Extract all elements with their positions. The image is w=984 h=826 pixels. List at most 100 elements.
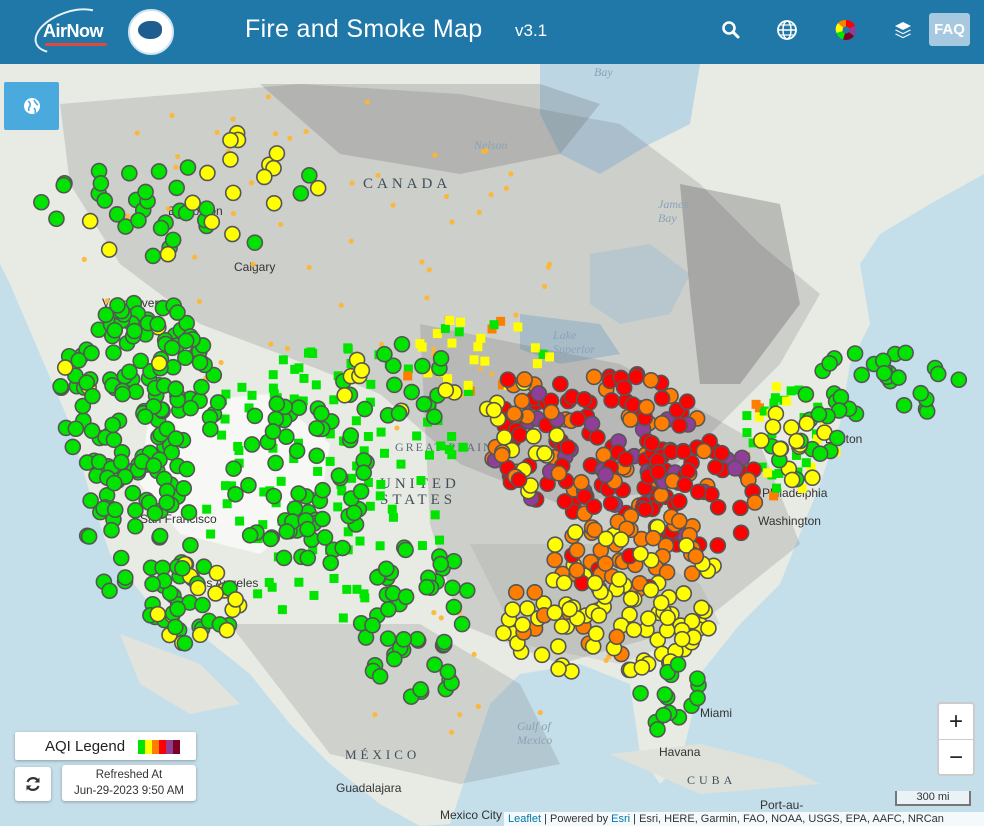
sensor-marker[interactable] — [806, 462, 816, 472]
monitor-marker[interactable] — [771, 440, 789, 458]
monitor-marker[interactable] — [414, 357, 431, 375]
monitor-marker[interactable] — [510, 471, 528, 489]
sensor-marker[interactable] — [363, 478, 373, 488]
monitor-marker[interactable] — [56, 359, 74, 376]
monitor-marker[interactable] — [225, 460, 242, 477]
monitor-marker[interactable] — [145, 457, 163, 474]
monitor-marker[interactable] — [418, 578, 435, 596]
monitor-marker[interactable] — [167, 380, 185, 398]
sensor-marker[interactable] — [454, 327, 464, 337]
monitor-marker[interactable] — [150, 354, 168, 372]
refresh-button[interactable] — [15, 767, 51, 801]
monitor-marker[interactable] — [732, 524, 750, 542]
monitor-marker[interactable] — [567, 523, 584, 541]
monitor-marker[interactable] — [124, 484, 142, 502]
monitor-marker[interactable] — [746, 494, 764, 511]
sensor-marker[interactable] — [220, 481, 230, 491]
monitor-marker[interactable] — [632, 684, 649, 702]
sensor-marker[interactable] — [530, 343, 540, 353]
monitor-marker[interactable] — [659, 609, 676, 627]
sensor-marker[interactable] — [423, 417, 433, 427]
monitor-marker[interactable] — [713, 444, 731, 462]
monitor-marker[interactable] — [264, 423, 282, 440]
monitor-marker[interactable] — [202, 420, 219, 438]
layers-icon[interactable] — [890, 17, 916, 43]
monitor-marker[interactable] — [116, 569, 134, 586]
monitor-marker[interactable] — [64, 438, 82, 456]
monitor-marker[interactable] — [689, 670, 706, 687]
monitor-marker[interactable] — [397, 588, 415, 606]
esri-link[interactable]: Esri — [611, 813, 631, 825]
monitor-marker[interactable] — [159, 245, 177, 263]
monitor-marker[interactable] — [169, 304, 186, 321]
monitor-marker[interactable] — [671, 417, 688, 434]
monitor-marker[interactable] — [583, 415, 601, 433]
sensor-marker[interactable] — [365, 501, 375, 511]
monitor-marker[interactable] — [912, 384, 930, 402]
sensor-marker[interactable] — [423, 368, 433, 378]
sensor-marker[interactable] — [375, 491, 385, 501]
monitor-marker[interactable] — [553, 618, 571, 635]
sensor-marker[interactable] — [313, 466, 323, 476]
monitor-marker[interactable] — [797, 386, 815, 403]
monitor-marker[interactable] — [587, 625, 605, 642]
sensor-marker[interactable] — [458, 442, 468, 452]
monitor-marker[interactable] — [679, 462, 697, 480]
monitor-marker[interactable] — [105, 344, 122, 361]
monitor-marker[interactable] — [240, 476, 257, 494]
monitor-marker[interactable] — [314, 510, 331, 528]
sensor-marker[interactable] — [235, 516, 245, 526]
monitor-marker[interactable] — [505, 405, 523, 423]
monitor-marker[interactable] — [950, 371, 968, 389]
monitor-marker[interactable] — [426, 408, 443, 425]
monitor-marker[interactable] — [121, 164, 138, 182]
monitor-marker[interactable] — [709, 537, 727, 554]
monitor-marker[interactable] — [312, 405, 330, 422]
monitor-marker[interactable] — [810, 405, 828, 423]
sensor-marker[interactable] — [342, 584, 352, 594]
monitor-marker[interactable] — [426, 656, 443, 673]
monitor-marker[interactable] — [821, 355, 838, 372]
monitor-marker[interactable] — [639, 610, 657, 627]
monitor-marker[interactable] — [82, 492, 99, 509]
monitor-marker[interactable] — [330, 467, 348, 484]
sensor-marker[interactable] — [456, 317, 466, 327]
monitor-marker[interactable] — [207, 585, 224, 602]
monitor-marker[interactable] — [364, 617, 381, 634]
sensor-marker[interactable] — [217, 430, 227, 440]
monitor-marker[interactable] — [168, 179, 186, 197]
monitor-marker[interactable] — [179, 159, 197, 176]
monitor-marker[interactable] — [386, 376, 403, 394]
sensor-marker[interactable] — [463, 387, 473, 397]
monitor-marker[interactable] — [208, 564, 226, 582]
monitor-marker[interactable] — [353, 362, 371, 379]
monitor-marker[interactable] — [137, 183, 154, 201]
monitor-marker[interactable] — [301, 167, 318, 184]
monitor-marker[interactable] — [177, 332, 195, 350]
monitor-marker[interactable] — [895, 397, 913, 414]
monitor-marker[interactable] — [158, 494, 176, 511]
sensor-marker[interactable] — [375, 541, 385, 551]
monitor-marker[interactable] — [499, 371, 517, 388]
sensor-marker[interactable] — [269, 389, 279, 399]
monitor-marker[interactable] — [683, 565, 701, 582]
monitor-marker[interactable] — [585, 368, 603, 386]
monitor-marker[interactable] — [514, 616, 531, 634]
sensor-marker[interactable] — [754, 412, 764, 422]
sensor-marker[interactable] — [388, 512, 398, 522]
sensor-marker[interactable] — [352, 584, 362, 594]
sensor-marker[interactable] — [376, 479, 386, 489]
monitor-marker[interactable] — [590, 607, 608, 624]
sensor-marker[interactable] — [308, 545, 318, 555]
monitor-marker[interactable] — [549, 638, 567, 655]
monitor-marker[interactable] — [798, 415, 816, 432]
monitor-marker[interactable] — [151, 527, 169, 545]
monitor-marker[interactable] — [169, 600, 186, 618]
sensor-marker[interactable] — [325, 429, 335, 439]
monitor-marker[interactable] — [642, 581, 660, 599]
monitor-marker[interactable] — [355, 464, 373, 481]
monitor-marker[interactable] — [642, 371, 660, 389]
faq-button[interactable]: FAQ — [929, 13, 970, 46]
sensor-marker[interactable] — [443, 374, 453, 384]
monitor-marker[interactable] — [174, 559, 191, 577]
